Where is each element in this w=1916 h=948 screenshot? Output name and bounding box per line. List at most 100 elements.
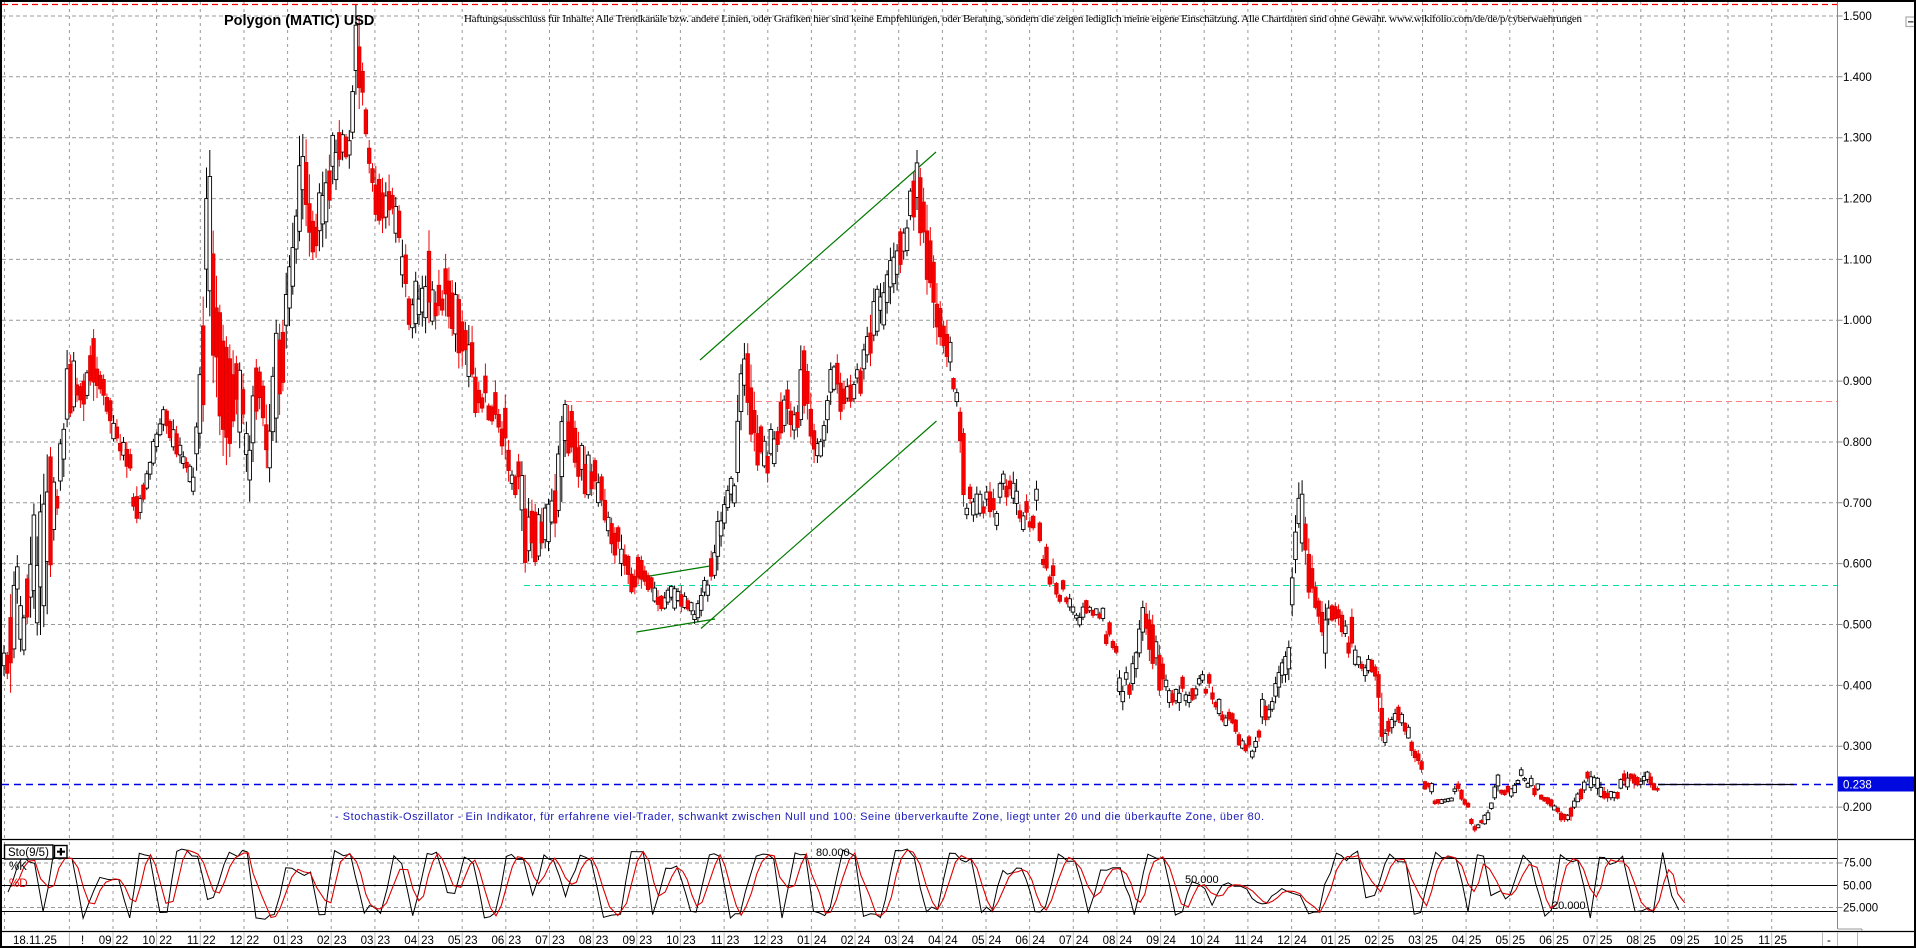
svg-text:01: 01: [1321, 935, 1334, 947]
svg-text:1.200: 1.200: [1843, 194, 1872, 206]
svg-text:11: 11: [711, 935, 723, 947]
svg-text:22: 22: [246, 935, 259, 947]
svg-text:24: 24: [814, 935, 827, 947]
svg-text:22: 22: [203, 935, 216, 947]
svg-text:20.000: 20.000: [1552, 900, 1586, 912]
svg-text:11: 11: [187, 935, 199, 947]
svg-text:02: 02: [317, 935, 330, 947]
svg-text:24: 24: [1250, 935, 1263, 947]
svg-text:24: 24: [1076, 935, 1089, 947]
svg-text:Haftungsausschluss für Inhalte: Haftungsausschluss für Inhalte: Alle Tre…: [464, 13, 1583, 25]
svg-text:10: 10: [1190, 935, 1203, 947]
svg-text:50.000: 50.000: [1185, 874, 1219, 886]
svg-text:12: 12: [753, 935, 766, 947]
svg-text:05: 05: [1496, 935, 1509, 947]
svg-text:02: 02: [1365, 935, 1378, 947]
svg-text:07: 07: [535, 935, 548, 947]
svg-text:23: 23: [508, 935, 521, 947]
svg-text:06: 06: [1015, 935, 1028, 947]
svg-text:25: 25: [1512, 935, 1525, 947]
svg-text:23: 23: [770, 935, 783, 947]
svg-text:25: 25: [1381, 935, 1394, 947]
svg-text:11: 11: [1234, 935, 1246, 947]
svg-text:24: 24: [945, 935, 958, 947]
svg-text:75.00: 75.00: [1843, 858, 1872, 870]
svg-text:50.00: 50.00: [1843, 881, 1872, 893]
svg-text:23: 23: [727, 935, 740, 947]
svg-text:10: 10: [142, 935, 155, 947]
svg-text:25: 25: [1643, 935, 1656, 947]
svg-text:18.11.25: 18.11.25: [13, 935, 57, 947]
svg-text:07: 07: [1583, 935, 1596, 947]
svg-text:23: 23: [596, 935, 609, 947]
svg-text:04: 04: [928, 935, 941, 947]
svg-text:0.400: 0.400: [1843, 680, 1872, 692]
svg-text:24: 24: [1119, 935, 1132, 947]
svg-text:02: 02: [841, 935, 854, 947]
svg-text:25: 25: [1469, 935, 1482, 947]
svg-text:06: 06: [1539, 935, 1552, 947]
svg-text:25: 25: [1600, 935, 1613, 947]
svg-text:23: 23: [552, 935, 565, 947]
svg-text:0.500: 0.500: [1843, 620, 1872, 632]
svg-text:09: 09: [1146, 935, 1159, 947]
svg-text:04: 04: [404, 935, 417, 947]
svg-text:09: 09: [1670, 935, 1683, 947]
svg-text:10: 10: [666, 935, 679, 947]
svg-text:24: 24: [858, 935, 871, 947]
svg-text:24: 24: [1207, 935, 1220, 947]
svg-text:25.000: 25.000: [1843, 903, 1878, 915]
svg-text:23: 23: [334, 935, 347, 947]
svg-text:11: 11: [1758, 935, 1770, 947]
svg-text:03: 03: [361, 935, 374, 947]
svg-text:23: 23: [377, 935, 390, 947]
svg-text:07: 07: [1059, 935, 1072, 947]
svg-text:25: 25: [1425, 935, 1438, 947]
svg-text:08: 08: [1103, 935, 1116, 947]
svg-text:24: 24: [1294, 935, 1307, 947]
svg-text:22: 22: [159, 935, 172, 947]
svg-text:%D: %D: [9, 878, 28, 890]
svg-text:12: 12: [1277, 935, 1290, 947]
svg-text:-: -: [1827, 935, 1831, 947]
svg-text:24: 24: [989, 935, 1002, 947]
svg-text:!: !: [81, 935, 84, 947]
svg-text:25: 25: [1556, 935, 1569, 947]
svg-text:23: 23: [683, 935, 696, 947]
svg-text:03: 03: [884, 935, 897, 947]
svg-text:25: 25: [1774, 935, 1787, 947]
svg-text:0.300: 0.300: [1843, 741, 1872, 753]
svg-text:- Stochastik-Oszillator - Ein: - Stochastik-Oszillator - Ein Indikator,…: [335, 811, 1264, 823]
svg-text:08: 08: [1626, 935, 1639, 947]
svg-text:Polygon (MATIC) USD: Polygon (MATIC) USD: [224, 13, 374, 29]
svg-text:23: 23: [465, 935, 478, 947]
svg-text:22: 22: [116, 935, 129, 947]
svg-text:01: 01: [273, 935, 286, 947]
svg-text:06: 06: [492, 935, 505, 947]
svg-text:25: 25: [1687, 935, 1700, 947]
svg-text:0.238: 0.238: [1843, 780, 1872, 792]
svg-text:23: 23: [290, 935, 303, 947]
svg-text:08: 08: [579, 935, 592, 947]
svg-text:10: 10: [1714, 935, 1727, 947]
svg-text:1.100: 1.100: [1843, 254, 1872, 266]
svg-text:80.000: 80.000: [816, 847, 850, 859]
svg-text:12: 12: [230, 935, 243, 947]
svg-text:1.500: 1.500: [1843, 11, 1872, 23]
svg-text:05: 05: [972, 935, 985, 947]
svg-text:24: 24: [1032, 935, 1045, 947]
svg-text:24: 24: [901, 935, 914, 947]
svg-text:09: 09: [99, 935, 112, 947]
svg-text:1.300: 1.300: [1843, 133, 1872, 145]
svg-text:1.000: 1.000: [1843, 315, 1872, 327]
svg-text:0.200: 0.200: [1843, 802, 1872, 814]
svg-text:25: 25: [1338, 935, 1351, 947]
svg-text:0.700: 0.700: [1843, 498, 1872, 510]
svg-text:23: 23: [639, 935, 652, 947]
svg-text:04: 04: [1452, 935, 1465, 947]
svg-text:01: 01: [797, 935, 810, 947]
svg-text:0.600: 0.600: [1843, 559, 1872, 571]
svg-text:%K: %K: [9, 861, 27, 873]
svg-text:0.800: 0.800: [1843, 437, 1872, 449]
svg-text:03: 03: [1408, 935, 1421, 947]
